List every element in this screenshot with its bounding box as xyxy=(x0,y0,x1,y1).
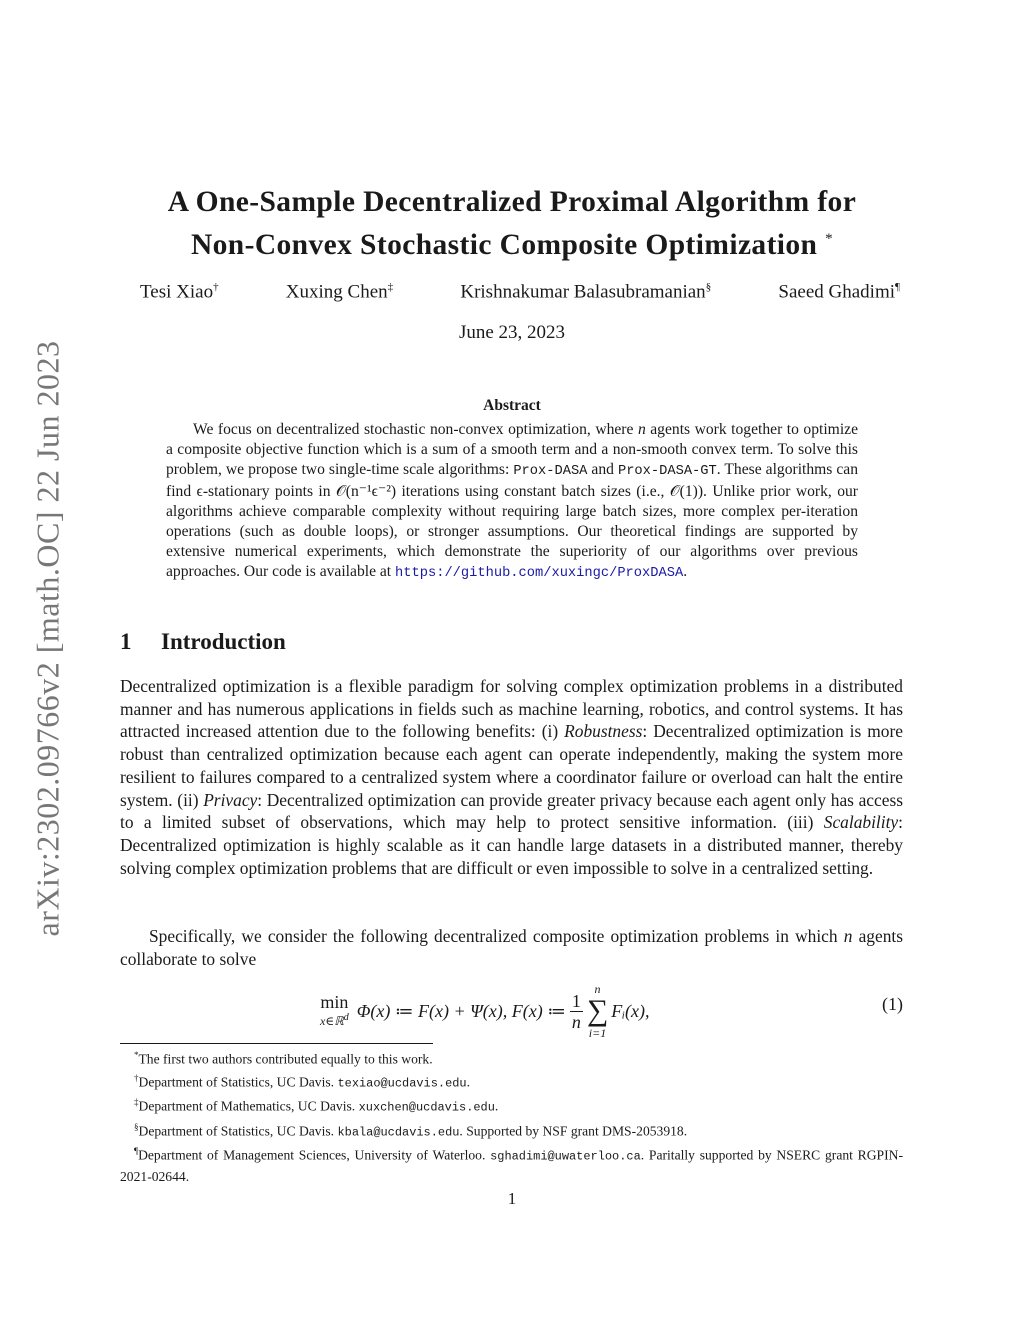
title-line-1: A One-Sample Decentralized Proximal Algo… xyxy=(167,186,857,218)
footnote-rule xyxy=(120,1043,433,1044)
code-link[interactable]: https://github.com/xuxingc/ProxDASA xyxy=(395,566,684,581)
arxiv-stamp: arXiv:2302.09766v2 [math.OC] 22 Jun 2023 xyxy=(29,340,66,937)
author: Tesi Xiao† xyxy=(140,281,219,303)
email: xuxchen@ucdavis.edu xyxy=(358,1100,495,1115)
paper-date: June 23, 2023 xyxy=(458,322,566,343)
footnote: ‡Department of Mathematics, UC Davis. xu… xyxy=(134,1097,499,1115)
footnote: ¶Department of Management Sciences, Univ… xyxy=(120,1146,903,1184)
algorithm-name: Prox-DASA-GT xyxy=(617,464,717,479)
intro-paragraph: Specifically, we consider the following … xyxy=(120,926,904,969)
equation-number: (1) xyxy=(882,994,903,1014)
email: kbala@ucdavis.edu xyxy=(337,1125,460,1140)
footnote: †Department of Statistics, UC Davis. tex… xyxy=(134,1072,470,1091)
page-number: 1 xyxy=(507,1189,517,1208)
title-footnote-mark: * xyxy=(825,231,834,247)
algorithm-name: Prox-DASA xyxy=(513,464,588,479)
author: Krishnakumar Balasubramanian§ xyxy=(460,281,712,303)
footnotes: *The first two authors contributed equal… xyxy=(120,1046,903,1186)
author: Xuxing Chen‡ xyxy=(285,281,394,303)
author: Saeed Ghadimi¶ xyxy=(778,281,900,303)
email: texiao@ucdavis.edu xyxy=(337,1076,467,1091)
intro-paragraph: Decentralized optimization is a flexible… xyxy=(120,676,903,878)
abstract-text: We focus on decentralized stochastic non… xyxy=(166,421,859,581)
footnote: *The first two authors contributed equal… xyxy=(134,1050,433,1067)
abstract-heading: Abstract xyxy=(483,397,541,414)
email: sghadimi@uwaterloo.ca xyxy=(490,1149,641,1164)
author-list: Tesi Xiao† Xuxing Chen‡ Krishnakumar Bal… xyxy=(140,281,900,303)
title-line-2: Non-Convex Stochastic Composite Optimiza… xyxy=(190,228,818,261)
footnote: §Department of Statistics, UC Davis. kba… xyxy=(134,1121,688,1140)
section-heading: 1 Introduction xyxy=(120,629,286,654)
paper-title: A One-Sample Decentralized Proximal Algo… xyxy=(0,184,1024,264)
